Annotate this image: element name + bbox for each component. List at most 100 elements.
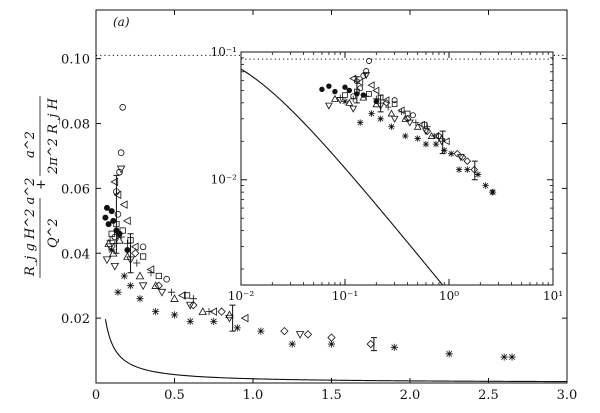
inset-series (319, 58, 497, 196)
point-open-circles-6 (139, 243, 147, 251)
point-open-circles-2 (117, 149, 125, 156)
inset-error-bar-0 (353, 76, 360, 104)
inset-point-asterisks-4 (388, 123, 395, 130)
point-asterisks-14 (445, 350, 453, 358)
point-asterisks-9 (233, 324, 241, 332)
x-tick-label-0: 0 (92, 388, 100, 403)
error-bar-2 (229, 304, 236, 332)
inset-point-filled-circles-2 (332, 88, 338, 95)
point-asterisks-16 (508, 353, 516, 361)
y-tick-label-3: 0.08 (61, 118, 90, 133)
inset-point-left-triangles-0 (349, 74, 357, 83)
point-up-triangles-2 (115, 235, 124, 244)
point-crosses-8 (205, 308, 213, 316)
point-asterisks-12 (327, 340, 336, 348)
point-up-triangles-0 (104, 239, 113, 247)
point-down-triangles-2 (110, 262, 120, 271)
point-left-triangles-1 (113, 190, 122, 200)
inset-point-asterisks-13 (474, 171, 482, 178)
point-left-triangles-7 (209, 307, 218, 316)
y-label-term2-numerator: a^2 (23, 131, 38, 158)
inset-axes: 10⁻² 10⁻¹ 10⁰ 10¹ 10⁻¹ 10⁻² (211, 45, 563, 303)
point-crosses-5 (147, 269, 155, 277)
point-squares-6 (183, 292, 191, 299)
point-diamonds-0 (131, 249, 140, 258)
inset-point-filled-circles-3 (342, 84, 348, 90)
main-axes: 0 0.5 1.0 1.5 2.0 2.5 3.0 0.02 0.04 0.06 0.08 0.10 (61, 10, 577, 403)
inset-point-crosses-0 (337, 94, 344, 101)
inset-point-left-triangles-4 (382, 96, 390, 105)
point-open-circles-3 (119, 104, 126, 111)
error-bar-1 (127, 233, 134, 274)
inset-point-up-triangles-4 (387, 109, 396, 117)
point-down-triangles-5 (138, 282, 148, 291)
inset-x-tick-label-1: 10⁻¹ (332, 289, 358, 303)
point-filled-circles-3 (108, 208, 115, 215)
inset-point-asterisks-14 (482, 182, 489, 189)
point-asterisks-1 (114, 288, 122, 296)
point-squares-4 (139, 253, 147, 260)
theory-curve-main (104, 319, 567, 383)
error-bar-3 (370, 337, 377, 352)
inset-point-up-triangles-5 (401, 114, 410, 122)
y-axis-label: R_j g H^2 a^2 Q^2 + a^2 2π^2 R_j H (23, 96, 61, 278)
point-crosses-1 (111, 239, 119, 248)
inset-point-diamonds-0 (382, 99, 391, 107)
inset-frame (240, 51, 554, 286)
x-tick-label-6: 3.0 (557, 388, 578, 403)
inset-point-down-triangles-8 (437, 138, 446, 146)
point-filled-circles-2 (105, 221, 112, 228)
inset-point-asterisks-6 (414, 135, 421, 142)
point-down-triangles-9 (295, 331, 305, 339)
inset-point-diamonds-6 (463, 157, 472, 165)
y-tick-label-1: 0.04 (61, 247, 90, 262)
point-asterisks-7 (186, 317, 194, 325)
x-tick-label-5: 2.5 (478, 388, 499, 403)
inset-point-up-triangles-3 (372, 100, 381, 108)
point-left-triangles-2 (119, 200, 128, 209)
inset-point-filled-circles-0 (319, 86, 325, 93)
point-squares-2 (119, 227, 126, 234)
inset-point-crosses-4 (384, 103, 392, 111)
y-label-term2-denominator: 2π^2 R_j H (46, 97, 61, 175)
point-asterisks-11 (288, 340, 296, 348)
point-up-triangles-3 (123, 252, 132, 260)
point-down-triangles-0 (102, 256, 112, 265)
point-asterisks-13 (390, 343, 398, 351)
point-asterisks-0 (108, 246, 116, 254)
y-label-plus: + (34, 179, 49, 190)
inset-point-open-circles-6 (391, 97, 398, 104)
inset-point-left-triangles-1 (356, 78, 364, 87)
inset-point-up-triangles-1 (345, 98, 354, 106)
point-diamonds-4 (280, 326, 289, 336)
point-asterisks-3 (126, 282, 135, 290)
x-tick-label-4: 2.0 (400, 388, 421, 403)
point-diamonds-3 (217, 307, 226, 316)
point-down-triangles-6 (157, 288, 167, 297)
point-filled-circles-7 (124, 247, 131, 254)
inset-point-open-circles-2 (363, 68, 370, 74)
inset-point-crosses-2 (363, 93, 370, 100)
y-tick-label-2: 0.06 (61, 182, 90, 197)
inset-point-diamonds-5 (458, 153, 467, 162)
point-up-triangles-5 (151, 281, 160, 289)
x-tick-label-2: 1.0 (243, 388, 264, 403)
inset-error-bar-1 (377, 94, 384, 113)
inset-point-diamonds-3 (435, 132, 443, 140)
inset-point-diamonds-7 (470, 165, 479, 174)
inset-point-filled-circles-1 (326, 83, 332, 89)
point-up-triangles-4 (135, 271, 145, 280)
x-tick-label-3: 1.5 (321, 388, 342, 403)
point-diamonds-6 (327, 333, 336, 342)
panel-label: (a) (113, 15, 130, 29)
inset-point-crosses-5 (398, 108, 405, 116)
inset-point-down-triangles-3 (362, 72, 371, 80)
main-series (102, 104, 516, 361)
inset-point-asterisks-5 (402, 132, 409, 140)
point-left-triangles-6 (177, 291, 186, 300)
inset-point-asterisks-9 (441, 147, 448, 154)
point-left-triangles-0 (110, 177, 119, 187)
inset-point-asterisks-12 (464, 166, 471, 173)
inset-point-left-triangles-8 (442, 137, 450, 146)
